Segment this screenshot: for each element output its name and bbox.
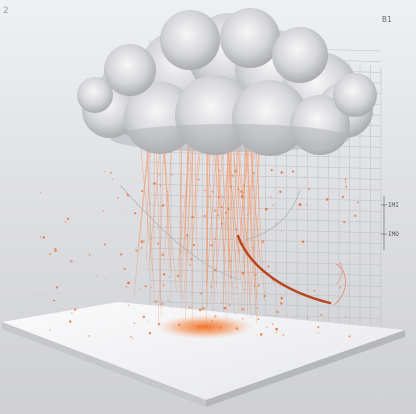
platform — [2, 302, 405, 407]
axis-label-upper: IMI — [388, 202, 399, 209]
axis-ticks — [381, 196, 387, 250]
cloud — [77, 8, 377, 156]
curves — [119, 184, 346, 306]
corner-mark: 2 — [3, 6, 9, 16]
splash-glow — [157, 315, 253, 339]
rain-streaks — [133, 139, 265, 325]
axis-label-lower: IMO — [388, 231, 399, 238]
top-right-label: B1 — [382, 15, 392, 24]
droplets — [39, 169, 360, 340]
